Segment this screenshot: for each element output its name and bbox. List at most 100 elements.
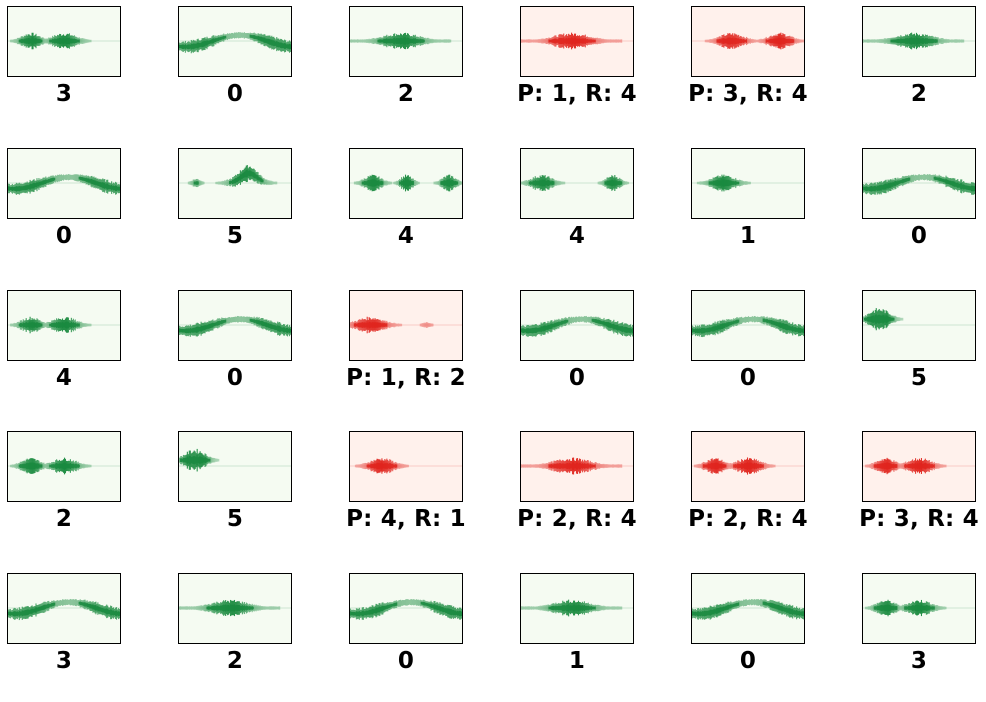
spectrogram-image — [8, 598, 120, 621]
panel-label: 5 — [226, 506, 244, 532]
spectrogram-image — [863, 308, 975, 331]
spectrogram-image — [692, 598, 804, 620]
spectrogram-image — [8, 457, 120, 475]
spectrogram-cell: P: 3, R: 4 — [855, 425, 986, 560]
spectrogram-cell: P: 2, R: 4 — [684, 425, 855, 560]
panel-label: 1 — [739, 223, 757, 249]
spectrogram-cell: 5 — [171, 425, 342, 560]
spectrogram-cell: 3 — [0, 567, 171, 702]
panel-label: 0 — [226, 365, 244, 391]
spectrogram-cell: 0 — [684, 284, 855, 419]
spectrogram-panel-incorrect — [520, 431, 634, 502]
spectrogram-panel-correct — [178, 431, 292, 502]
panel-label: P: 2, R: 4 — [688, 506, 808, 532]
spectrogram-image — [8, 174, 120, 195]
spectrogram-cell: 0 — [171, 0, 342, 135]
panel-label: 4 — [568, 223, 586, 249]
spectrogram-image — [350, 32, 462, 50]
spectrogram-panel-correct — [7, 290, 121, 361]
spectrogram-panel-incorrect — [520, 6, 634, 77]
spectrogram-panel-correct — [520, 148, 634, 219]
spectrogram-cell: 3 — [0, 0, 171, 135]
spectrogram-image — [8, 316, 120, 334]
spectrogram-panel-correct — [7, 431, 121, 502]
spectrogram-image — [863, 457, 975, 475]
spectrogram-image — [521, 315, 633, 337]
spectrogram-image — [350, 174, 462, 192]
panel-label: 0 — [397, 648, 415, 674]
panel-label: P: 4, R: 1 — [346, 506, 466, 532]
spectrogram-cell: P: 1, R: 4 — [513, 0, 684, 135]
spectrogram-panel-correct — [349, 6, 463, 77]
spectrogram-panel-correct — [7, 6, 121, 77]
spectrogram-panel-correct — [691, 148, 805, 219]
panel-label: 2 — [397, 81, 415, 107]
spectrogram-image — [350, 316, 462, 334]
panel-label: 0 — [739, 648, 757, 674]
spectrogram-cell: 1 — [684, 142, 855, 277]
spectrogram-panel-correct — [691, 573, 805, 644]
spectrogram-image — [521, 599, 633, 617]
spectrogram-cell: 0 — [0, 142, 171, 277]
panel-label: 2 — [226, 648, 244, 674]
spectrogram-image — [692, 457, 804, 475]
panel-label: 0 — [910, 223, 928, 249]
panel-label: P: 3, R: 4 — [688, 81, 808, 107]
panel-label: P: 3, R: 4 — [859, 506, 979, 532]
spectrogram-cell: P: 3, R: 4 — [684, 0, 855, 135]
spectrogram-panel-correct — [178, 148, 292, 219]
spectrogram-panel-correct — [520, 573, 634, 644]
spectrogram-panel-correct — [691, 290, 805, 361]
spectrogram-cell: 4 — [0, 284, 171, 419]
panel-label: P: 1, R: 2 — [346, 365, 466, 391]
spectrogram-panel-incorrect — [691, 6, 805, 77]
panel-label: 1 — [568, 648, 586, 674]
panel-label: 2 — [910, 81, 928, 107]
spectrogram-panel-correct — [862, 573, 976, 644]
spectrogram-image — [179, 32, 291, 54]
spectrogram-image — [692, 315, 804, 338]
spectrogram-panel-incorrect — [349, 290, 463, 361]
spectrogram-image — [350, 599, 462, 620]
spectrogram-panel-correct — [862, 290, 976, 361]
spectrogram-cell: 0 — [342, 567, 513, 702]
spectrogram-cell: 4 — [513, 142, 684, 277]
spectrogram-panel-correct — [520, 290, 634, 361]
spectrogram-cell: 2 — [171, 567, 342, 702]
spectrogram-cell: 5 — [171, 142, 342, 277]
panel-label: 0 — [226, 81, 244, 107]
spectrogram-panel-correct — [7, 148, 121, 219]
spectrogram-image — [521, 457, 633, 475]
spectrogram-cell: 5 — [855, 284, 986, 419]
panel-label: 5 — [226, 223, 244, 249]
spectrogram-panel-correct — [7, 573, 121, 644]
spectrogram-panel-incorrect — [862, 431, 976, 502]
spectrogram-image — [350, 458, 462, 474]
spectrogram-cell: 3 — [855, 567, 986, 702]
panel-label: 3 — [55, 81, 73, 107]
panel-label: 5 — [910, 365, 928, 391]
spectrogram-panel-incorrect — [691, 431, 805, 502]
spectrogram-image — [863, 32, 975, 50]
spectrogram-panel-correct — [349, 573, 463, 644]
spectrogram-panel-incorrect — [349, 431, 463, 502]
panel-label: 4 — [397, 223, 415, 249]
panel-label: 3 — [910, 648, 928, 674]
panel-label: 0 — [568, 365, 586, 391]
spectrogram-cell: 2 — [342, 0, 513, 135]
spectrogram-cell: P: 4, R: 1 — [342, 425, 513, 560]
panel-label: 3 — [55, 648, 73, 674]
spectrogram-panel-correct — [178, 290, 292, 361]
spectrogram-image — [521, 32, 633, 50]
spectrogram-image — [863, 599, 975, 617]
panel-label: P: 1, R: 4 — [517, 81, 637, 107]
spectrogram-panel-correct — [349, 148, 463, 219]
spectrogram-cell: P: 2, R: 4 — [513, 425, 684, 560]
spectrogram-image — [8, 32, 120, 50]
panel-label: 4 — [55, 365, 73, 391]
spectrogram-cell: P: 1, R: 2 — [342, 284, 513, 419]
spectrogram-image — [521, 175, 633, 191]
spectrogram-cell: 0 — [513, 284, 684, 419]
spectrogram-panel-correct — [178, 6, 292, 77]
spectrogram-image — [863, 174, 975, 195]
